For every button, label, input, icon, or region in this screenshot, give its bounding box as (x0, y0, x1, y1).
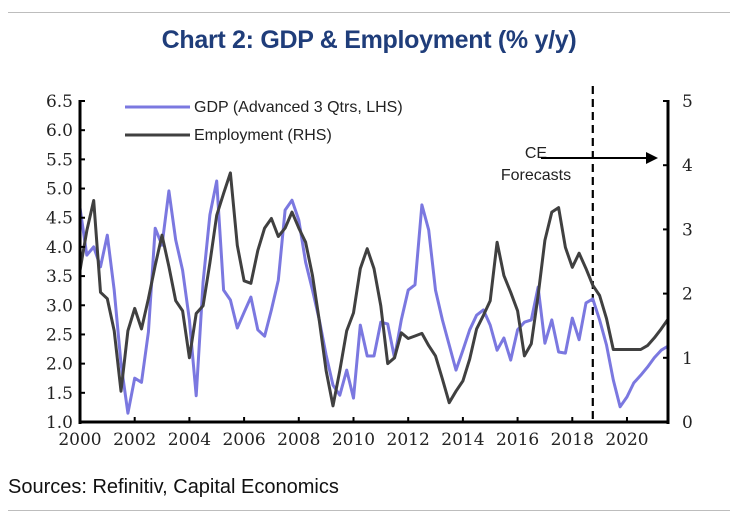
x-tick-label: 2018 (551, 430, 594, 450)
legend: GDP (Advanced 3 Qtrs, LHS) Employment (R… (125, 99, 403, 144)
chart-source: Sources: Refinitiv, Capital Economics (8, 476, 339, 498)
y-right-tick-label: 1 (682, 349, 693, 369)
bottom-divider (8, 510, 730, 511)
x-tick-label: 2016 (496, 430, 539, 450)
x-tick-label: 2006 (222, 430, 265, 450)
y-right-tick-label: 0 (682, 413, 693, 433)
series-line-gdp (78, 179, 669, 415)
chart-title: Chart 2: GDP & Employment (% y/y) (161, 26, 577, 54)
y-left-tick-label: 1.0 (46, 413, 73, 433)
x-tick-label: 2012 (387, 430, 430, 450)
y-left-tick-label: 4.5 (46, 209, 73, 229)
y-left-tick-label: 5.0 (46, 180, 73, 200)
forecast-arrow-head (646, 152, 658, 164)
annotation-line1: CE (525, 145, 547, 162)
legend-label-employment: Employment (RHS) (194, 127, 332, 144)
x-tick-label: 2008 (277, 430, 320, 450)
x-tick-label: 2000 (58, 430, 101, 450)
y-right-tick-label: 3 (682, 220, 693, 240)
x-tick-label: 2020 (605, 430, 648, 450)
x-tick-label: 2010 (332, 430, 375, 450)
y-right-tick-label: 2 (682, 285, 693, 305)
y-left-tick-label: 3.5 (46, 267, 73, 287)
x-tick-label: 2004 (168, 430, 211, 450)
series-line-employment (78, 171, 670, 408)
y-left-tick-label: 1.5 (46, 384, 73, 404)
y-left-tick-label: 4.0 (46, 238, 73, 258)
y-left-tick-label: 2.0 (46, 355, 73, 375)
y-left-tick-label: 5.5 (46, 150, 73, 170)
x-tick-label: 2014 (441, 430, 484, 450)
y-left-tick-label: 6.5 (46, 92, 73, 112)
legend-label-gdp: GDP (Advanced 3 Qtrs, LHS) (194, 99, 403, 116)
y-left-tick-label: 2.5 (46, 325, 73, 345)
y-right-tick-label: 4 (682, 156, 693, 176)
x-tick-label: 2002 (113, 430, 156, 450)
annotation-line2: Forecasts (501, 167, 571, 184)
forecast-annotation: CE Forecasts (501, 145, 658, 184)
top-divider (8, 12, 730, 13)
y-left-tick-label: 6.0 (46, 121, 73, 141)
y-left-tick-label: 3.0 (46, 296, 73, 316)
y-right-tick-label: 5 (682, 92, 693, 112)
